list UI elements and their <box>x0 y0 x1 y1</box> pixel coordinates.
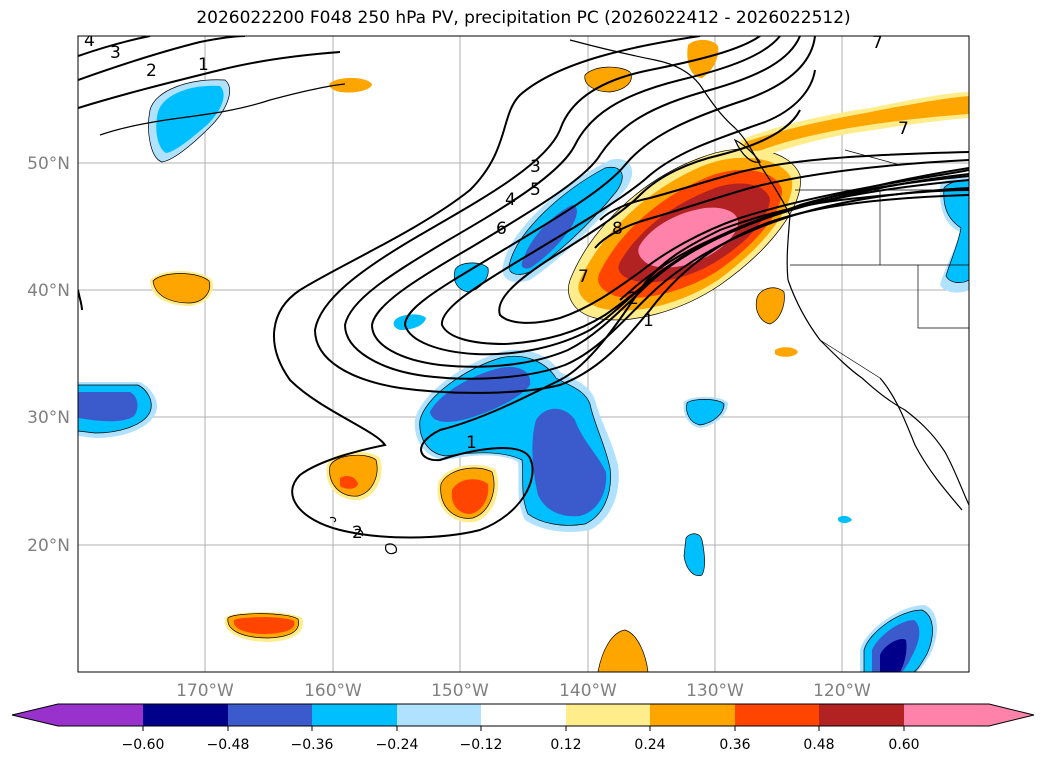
contour-label: 6 <box>496 219 507 239</box>
colorbar-tick-label: −0.48 <box>207 737 250 753</box>
precip-positive-areas <box>150 39 969 672</box>
lon-label: 160°W <box>304 681 362 701</box>
colorbar-cell <box>228 704 313 726</box>
pv-contours <box>78 36 969 539</box>
colorbar-cell <box>312 704 398 726</box>
colorbar-cell <box>904 704 990 726</box>
contour-label: 3 <box>110 43 121 63</box>
lat-label: 50°N <box>27 154 70 174</box>
contour-label: 4 <box>505 190 516 210</box>
colorbar-cell <box>143 704 229 726</box>
lon-label: 140°W <box>559 681 617 701</box>
map-title: 2026022200 F048 250 hPa PV, precipitatio… <box>196 8 851 28</box>
contour-label: 1 <box>643 311 654 331</box>
contour-label: 8 <box>612 219 623 239</box>
lon-label: 120°W <box>813 681 871 701</box>
contour-label: 5 <box>530 180 541 200</box>
colorbar-tick-label: −0.24 <box>376 737 419 753</box>
colorbar-tick-label: −0.60 <box>122 737 165 753</box>
colorbar-cell <box>650 704 736 726</box>
contour-label: 1 <box>198 55 209 75</box>
colorbar-tick-label: −0.12 <box>460 737 503 753</box>
lat-label: 40°N <box>27 281 70 301</box>
contour-label: 7 <box>898 119 909 139</box>
colorbar-tick-label: 0.36 <box>719 737 750 753</box>
lat-label: 20°N <box>27 536 70 556</box>
colorbar-tick-label: 0.12 <box>550 737 581 753</box>
contour-label: 2 <box>352 523 363 543</box>
longitude-labels: 170°W 160°W 150°W 140°W 130°W 120°W <box>176 681 871 701</box>
map-frame <box>77 35 970 673</box>
contour-label: 2 <box>146 61 157 81</box>
colorbar-cell <box>397 704 482 726</box>
contour-label: 4 <box>84 31 95 51</box>
lon-label: 150°W <box>431 681 489 701</box>
colorbar-tick-label: 0.60 <box>888 737 919 753</box>
colorbar-cell <box>566 704 651 726</box>
lon-label: 170°W <box>176 681 234 701</box>
colorbar-cell <box>481 704 567 726</box>
colorbar-tick-label: 0.24 <box>634 737 665 753</box>
contour-label: 2 <box>628 289 639 309</box>
contour-labels: 3 2 1 3 4 5 6 8 7 2 1 1 2 7 7 4 <box>84 31 909 543</box>
colorbar: −0.60 −0.48 −0.36 −0.24 −0.12 0.12 0.24 0.36 0.4… <box>11 703 1035 753</box>
contour-label: 3 <box>530 157 541 177</box>
contour-label: 7 <box>872 33 883 53</box>
colorbar-tick-label: 0.48 <box>803 737 834 753</box>
colorbar-cell <box>735 704 820 726</box>
colorbar-cell <box>58 704 144 726</box>
precip-negative-areas <box>78 79 969 672</box>
contour-label: 7 <box>578 267 589 287</box>
colorbar-cell <box>819 704 905 726</box>
contour-label: 1 <box>466 433 477 453</box>
colorbar-high-extension <box>989 704 1034 726</box>
latitude-labels: 50°N 40°N 30°N 20°N <box>27 154 70 556</box>
lat-label: 30°N <box>27 408 70 428</box>
lon-label: 130°W <box>686 681 744 701</box>
colorbar-low-extension <box>12 704 58 726</box>
colorbar-tick-label: −0.36 <box>291 737 334 753</box>
